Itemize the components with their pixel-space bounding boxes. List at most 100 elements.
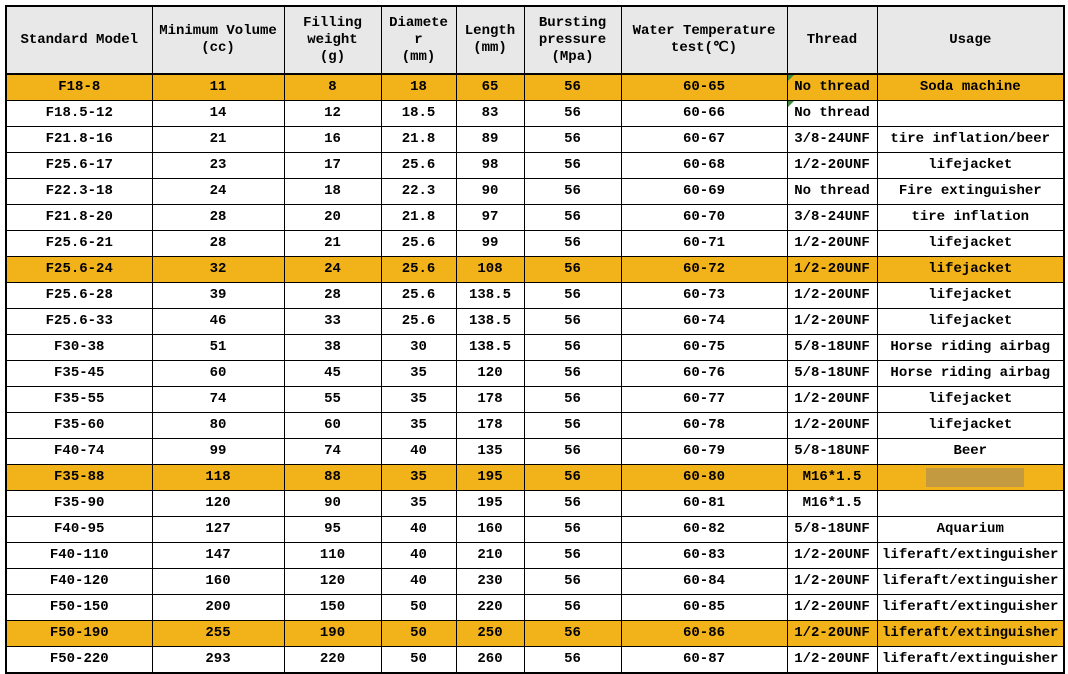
cell-minimum-volume: 11 xyxy=(151,73,285,101)
cell-length: 89 xyxy=(455,126,525,153)
cell-standard-model: F18-8 xyxy=(5,73,153,101)
cell-standard-model: F35-55 xyxy=(5,386,153,413)
cell-diameter: 25.6 xyxy=(380,152,457,179)
cell-thread: 1/2-20UNF xyxy=(786,568,878,595)
cell-filling-weight: 16 xyxy=(283,126,382,153)
cell-usage: lifejacket xyxy=(876,386,1065,413)
cell-water-temperature: 60-79 xyxy=(620,438,788,465)
cell-length: 160 xyxy=(455,516,525,543)
cell-diameter: 30 xyxy=(380,334,457,361)
cell-filling-weight: 88 xyxy=(283,464,382,491)
cell-filling-weight: 190 xyxy=(283,620,382,647)
table-row: F35-88 118 88 35 195 56 60-80 M16*1.5 xyxy=(5,464,1065,491)
cell-bursting-pressure: 56 xyxy=(523,100,622,127)
cell-diameter: 35 xyxy=(380,490,457,517)
cell-usage: liferaft/extinguisher xyxy=(876,594,1065,621)
header-row: Standard Model Minimum Volume (cc) Filli… xyxy=(5,5,1065,75)
cell-usage: liferaft/extinguisher xyxy=(876,542,1065,569)
cell-length: 178 xyxy=(455,386,525,413)
cell-usage: Aquarium xyxy=(876,516,1065,543)
cell-water-temperature: 60-67 xyxy=(620,126,788,153)
table-row: F50-190 255 190 50 250 56 60-86 1/2-20UNF lifera… xyxy=(5,620,1065,647)
table-row: F21.8-20 28 20 21.8 97 56 60-70 3/8-24UNF tire i… xyxy=(5,204,1065,231)
table-row: F25.6-21 28 21 25.6 99 56 60-71 1/2-20UNF lifeja… xyxy=(5,230,1065,257)
cell-minimum-volume: 120 xyxy=(151,490,285,517)
cell-thread: No thread xyxy=(786,100,878,127)
cell-thread: 5/8-18UNF xyxy=(786,334,878,361)
cell-length: 108 xyxy=(455,256,525,283)
cell-water-temperature: 60-80 xyxy=(620,464,788,491)
cell-diameter: 21.8 xyxy=(380,204,457,231)
cell-length: 250 xyxy=(455,620,525,647)
cell-bursting-pressure: 56 xyxy=(523,490,622,517)
cell-bursting-pressure: 56 xyxy=(523,594,622,621)
cell-usage: lifejacket xyxy=(876,152,1065,179)
cell-minimum-volume: 21 xyxy=(151,126,285,153)
cell-minimum-volume: 293 xyxy=(151,646,285,674)
cell-usage: lifejacket xyxy=(876,256,1065,283)
cell-filling-weight: 38 xyxy=(283,334,382,361)
cell-usage: Horse riding airbag xyxy=(876,360,1065,387)
cell-length: 210 xyxy=(455,542,525,569)
cell-thread: 1/2-20UNF xyxy=(786,620,878,647)
cell-water-temperature: 60-71 xyxy=(620,230,788,257)
cell-water-temperature: 60-66 xyxy=(620,100,788,127)
cell-bursting-pressure: 56 xyxy=(523,360,622,387)
cell-minimum-volume: 46 xyxy=(151,308,285,335)
col-header-water-temperature: Water Temperature test(℃) xyxy=(620,5,788,75)
cell-water-temperature: 60-75 xyxy=(620,334,788,361)
table-row: F35-90 120 90 35 195 56 60-81 M16*1.5 xyxy=(5,490,1065,517)
table-row: F25.6-24 32 24 25.6 108 56 60-72 1/2-20UNF lifej… xyxy=(5,256,1065,283)
table-row: F40-120 160 120 40 230 56 60-84 1/2-20UNF lifera… xyxy=(5,568,1065,595)
cell-bursting-pressure: 56 xyxy=(523,178,622,205)
cell-water-temperature: 60-81 xyxy=(620,490,788,517)
cell-thread: No thread xyxy=(786,178,878,205)
col-header-minimum-volume: Minimum Volume (cc) xyxy=(151,5,285,75)
cell-bursting-pressure: 56 xyxy=(523,542,622,569)
cell-bursting-pressure: 56 xyxy=(523,412,622,439)
cell-diameter: 22.3 xyxy=(380,178,457,205)
cell-filling-weight: 8 xyxy=(283,73,382,101)
cell-thread: M16*1.5 xyxy=(786,490,878,517)
cell-filling-weight: 95 xyxy=(283,516,382,543)
cell-standard-model: F25.6-33 xyxy=(5,308,153,335)
cell-filling-weight: 24 xyxy=(283,256,382,283)
cell-water-temperature: 60-85 xyxy=(620,594,788,621)
table-row: F18.5-12 14 12 18.5 83 56 60-66 No thread xyxy=(5,100,1065,127)
cell-thread: 3/8-24UNF xyxy=(786,204,878,231)
cell-diameter: 21.8 xyxy=(380,126,457,153)
cell-minimum-volume: 80 xyxy=(151,412,285,439)
cell-standard-model: F30-38 xyxy=(5,334,153,361)
cell-filling-weight: 18 xyxy=(283,178,382,205)
cell-minimum-volume: 255 xyxy=(151,620,285,647)
cell-standard-model: F22.3-18 xyxy=(5,178,153,205)
cell-water-temperature: 60-77 xyxy=(620,386,788,413)
col-header-bursting-pressure: Bursting pressure (Mpa) xyxy=(523,5,622,75)
cell-bursting-pressure: 56 xyxy=(523,464,622,491)
col-header-thread: Thread xyxy=(786,5,878,75)
table-row: F18-8 11 8 18 65 56 60-65 No thread Soda machine xyxy=(5,73,1065,101)
cell-standard-model: F50-190 xyxy=(5,620,153,647)
cell-length: 195 xyxy=(455,490,525,517)
cell-thread: 1/2-20UNF xyxy=(786,386,878,413)
cell-filling-weight: 110 xyxy=(283,542,382,569)
cell-thread: 5/8-18UNF xyxy=(786,438,878,465)
cell-filling-weight: 12 xyxy=(283,100,382,127)
table-row: F25.6-33 46 33 25.6 138.5 56 60-74 1/2-20UNF lif… xyxy=(5,308,1065,335)
cell-water-temperature: 60-73 xyxy=(620,282,788,309)
cell-filling-weight: 33 xyxy=(283,308,382,335)
cell-diameter: 35 xyxy=(380,464,457,491)
cell-thread: 1/2-20UNF xyxy=(786,152,878,179)
cell-filling-weight: 17 xyxy=(283,152,382,179)
cell-standard-model: F25.6-28 xyxy=(5,282,153,309)
cell-thread: 5/8-18UNF xyxy=(786,360,878,387)
cell-filling-weight: 150 xyxy=(283,594,382,621)
table-row: F50-220 293 220 50 260 56 60-87 1/2-20UNF lifera… xyxy=(5,646,1065,674)
cell-diameter: 40 xyxy=(380,438,457,465)
cell-usage: Soda machine xyxy=(876,73,1065,101)
cell-thread: 1/2-20UNF xyxy=(786,282,878,309)
cell-water-temperature: 60-68 xyxy=(620,152,788,179)
table-row: F35-60 80 60 35 178 56 60-78 1/2-20UNF lifejacke… xyxy=(5,412,1065,439)
cell-usage xyxy=(876,490,1065,517)
table-row: F25.6-17 23 17 25.6 98 56 60-68 1/2-20UNF lifeja… xyxy=(5,152,1065,179)
